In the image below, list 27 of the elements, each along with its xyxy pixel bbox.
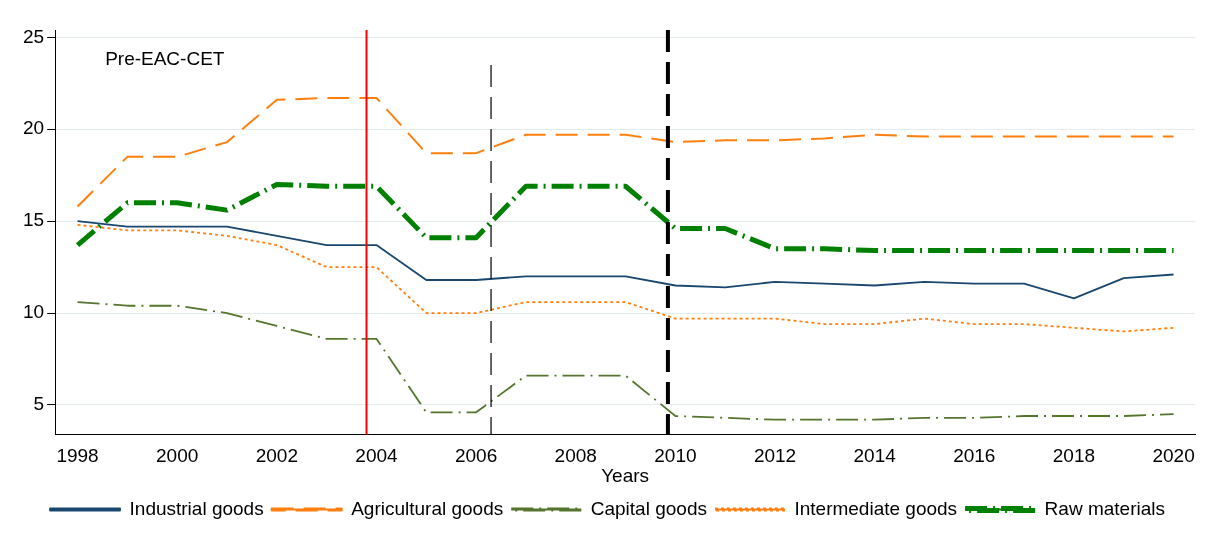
line-series [76, 97, 1175, 208]
y-tick-label: 5 [33, 393, 45, 415]
legend-label: Capital goods [590, 497, 707, 519]
y-tick-label: 10 [22, 301, 45, 323]
y-tick-label: 20 [22, 117, 45, 139]
x-tick-label: 2020 [1152, 445, 1195, 467]
annotation: Pre-EAC-CET [105, 47, 225, 69]
x-tick-label: 2006 [454, 445, 498, 467]
line-series [76, 301, 1175, 421]
y-tick-label: 25 [22, 25, 45, 47]
legend-label: Intermediate goods [794, 497, 958, 519]
legend-label: Agricultural goods [351, 497, 504, 519]
x-tick-label: 2000 [156, 445, 199, 467]
x-tick-label: 2002 [255, 445, 298, 467]
x-tick-label: 2008 [554, 445, 597, 467]
x-tick-label: 2018 [1052, 445, 1096, 467]
x-tick-label: 2012 [753, 445, 797, 467]
legend-label: Raw materials [1044, 497, 1165, 519]
legend-label: Industrial goods [129, 497, 264, 519]
x-tick-label: 1998 [56, 445, 99, 467]
x-tick-label: 2014 [853, 445, 897, 467]
line-series [76, 223, 1175, 333]
x-tick-label: 2016 [953, 445, 996, 467]
x-tick-label: 2004 [355, 445, 399, 467]
y-tick-label: 15 [22, 209, 45, 231]
x-axis-title: Years [601, 464, 650, 486]
x-tick-label: 2010 [654, 445, 697, 467]
